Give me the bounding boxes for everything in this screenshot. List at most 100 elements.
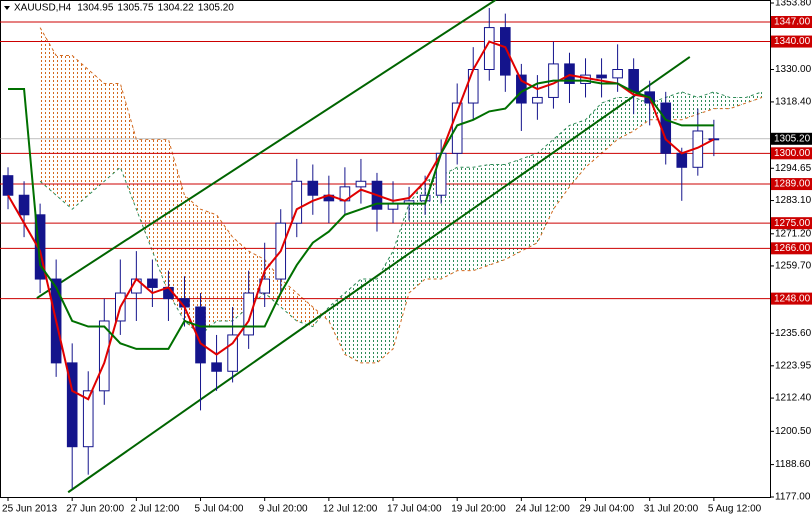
cloud-segment [104,83,121,182]
y-tick-label: 1318.40 [775,97,812,108]
cloud-segment [489,164,506,266]
cloud-segment [393,203,410,349]
level-label: 1300.00 [774,148,811,159]
y-tick-label: 1200.50 [775,426,812,437]
header-icon [4,6,10,10]
x-tick-label: 19 Jul 20:00 [451,504,506,515]
candle-body [500,27,511,76]
level-box [771,242,812,255]
cloud-segment [168,139,185,321]
candle-body [291,180,303,224]
candle-body [628,69,639,93]
x-tick-label: 12 Jul 12:00 [323,504,378,515]
y-tick-label: 1283.10 [775,195,812,206]
y-tick-label: 1294.65 [775,163,812,174]
cloud-segment [280,279,297,321]
cloud-segment [585,103,602,168]
candle-body [307,180,319,196]
y-tick-label: 1188.60 [775,459,811,470]
cloud-segment [328,293,345,355]
cloud-segment [264,259,281,307]
header-value: 1304.22 [158,3,195,14]
cloud-segment [425,175,442,280]
cloud-segment [713,91,730,109]
cloud-segment [473,164,490,271]
y-tick-label: 1177.00 [775,492,811,503]
cloud-segment [681,91,698,120]
candle-body [82,390,94,448]
x-tick-label: 24 Jul 12:00 [515,504,570,515]
cloud-segment [296,293,313,327]
indicator-line [8,79,714,350]
candle-body [467,69,479,104]
cloud-segment [409,181,426,294]
level-label: 1289.00 [774,179,811,190]
cloud-segment [729,97,746,109]
level-box [771,178,812,191]
candle-body [66,362,78,448]
cloud-segment [617,97,634,140]
x-tick-label: 31 Jul 20:00 [644,504,699,515]
candle-body [34,214,46,280]
x-tick-label: 5 Jul 04:00 [195,504,244,515]
y-tick-label: 1271.20 [775,228,812,239]
cloud-segment [505,158,522,260]
trendline [67,56,691,494]
cloud-segment [553,125,570,210]
cloud-segment [521,153,538,252]
x-tick-label: 9 Jul 20:00 [259,504,308,515]
y-tick-label: 1259.70 [775,261,812,272]
y-tick-label: 1330.00 [775,64,812,75]
chart-title: XAUUSD,H4 [14,3,72,14]
candle-body [596,74,607,79]
cloud-segment [344,279,361,363]
x-tick-label: 5 Aug 12:00 [708,504,762,515]
cloud-segment [200,209,217,335]
level-label: 1340.00 [774,36,811,47]
candle-body [147,278,158,288]
cloud-segment [745,91,762,104]
y-tick-label: 1223.95 [775,360,812,371]
cloud-segment [601,97,618,154]
candle-body [211,362,222,372]
level-label: 1266.00 [774,243,811,254]
cloud-segment [457,167,474,271]
cloud-segment [360,279,377,363]
candle-body [532,96,543,104]
level-box [771,35,812,48]
cloud-segment [697,91,714,115]
candle-body [355,180,367,188]
span-a [39,91,763,336]
cloud-segment [152,139,169,294]
cloud-segment [72,55,89,210]
header-value: 1305.75 [117,3,154,14]
level-label: 1347.00 [774,17,811,28]
cloud-segment [56,55,73,210]
candle-body [98,320,110,392]
header-value: 1305.20 [198,3,235,14]
indicator-line [7,40,715,401]
candle-body [2,175,14,196]
candle-body [243,292,254,336]
x-tick-label: 17 Jul 04:00 [387,504,442,515]
candle-body [612,69,623,79]
y-tick-label: 1212.40 [775,393,812,404]
cloud-segment [40,27,57,196]
candle-body [564,63,575,84]
header-value: 1304.95 [77,3,114,14]
level-box [771,147,812,160]
last-price-label: 1305.20 [774,133,811,144]
cloud-segment [88,69,105,196]
candle-body [18,194,30,216]
level-label: 1248.00 [774,293,811,304]
level-box [771,217,812,230]
y-tick-label: 1353.80 [775,0,812,9]
y-tick-label: 1235.60 [775,328,812,339]
cloud-segment [216,214,233,321]
plot-frame [0,0,771,498]
last-price-box [771,132,812,145]
x-tick-label: 27 Jun 20:00 [66,504,124,515]
level-label: 1275.00 [774,218,811,229]
candle-body [451,102,463,154]
